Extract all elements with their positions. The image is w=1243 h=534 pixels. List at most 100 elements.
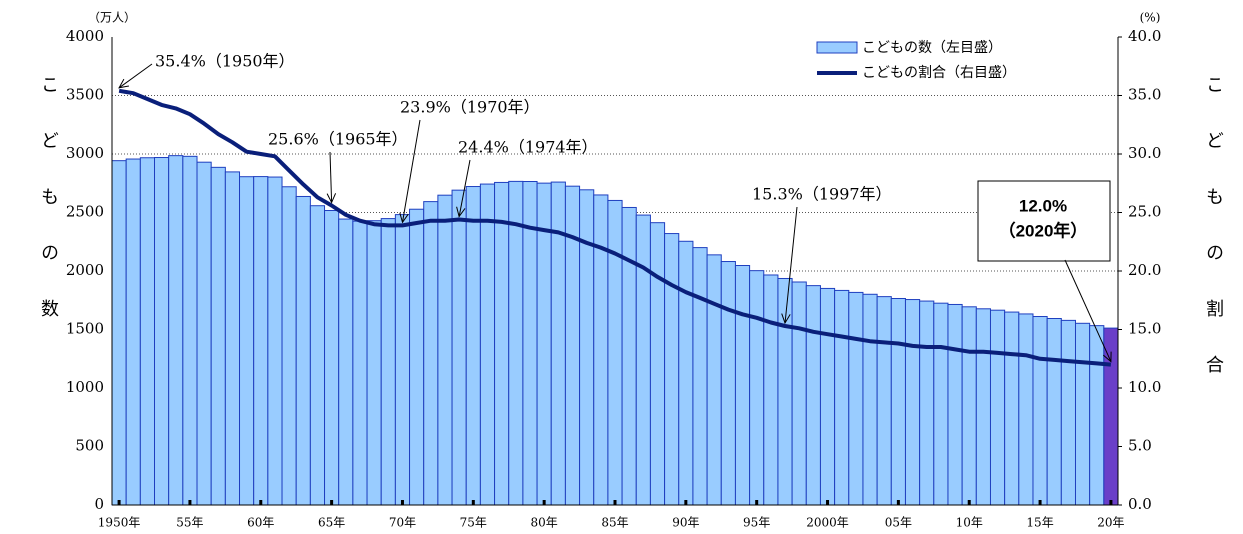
bar xyxy=(253,176,269,506)
x-tick-label: 75年 xyxy=(460,516,487,530)
y2-tick-label: 30.0 xyxy=(1128,144,1161,162)
bar xyxy=(989,309,1006,506)
bar xyxy=(975,308,991,506)
annotation: 15.3%（1997年） xyxy=(752,185,892,204)
y2-unit: (%) xyxy=(1140,11,1161,25)
bar xyxy=(777,277,793,506)
bar xyxy=(451,189,467,506)
bar xyxy=(862,293,878,506)
bar xyxy=(352,220,368,506)
y2-tick-label: 0.0 xyxy=(1128,495,1152,513)
bar xyxy=(805,285,821,506)
x-tick-label: 55年 xyxy=(176,516,203,530)
bar xyxy=(224,171,241,506)
bar xyxy=(890,297,906,506)
bar xyxy=(309,205,326,506)
x-tick-label: 70年 xyxy=(389,516,416,530)
bar xyxy=(423,201,439,506)
x-tick-label: 20年 xyxy=(1097,516,1124,530)
annotation-arrowhead xyxy=(1102,351,1112,363)
y2-tick-label: 10.0 xyxy=(1128,378,1161,396)
annotation-arrow xyxy=(118,63,153,89)
bar xyxy=(947,303,963,506)
bar xyxy=(295,195,311,506)
y-tick-label: 3000 xyxy=(66,144,104,162)
x-tick-label: 80年 xyxy=(531,516,558,530)
bar xyxy=(593,194,609,506)
bar xyxy=(154,157,170,506)
bar xyxy=(494,181,510,506)
bar xyxy=(961,306,977,506)
annotation-arrowhead xyxy=(326,193,337,204)
x-tick-label: 10年 xyxy=(956,516,983,530)
bar xyxy=(649,222,666,506)
bar xyxy=(664,233,680,506)
bar xyxy=(1018,313,1034,506)
bar xyxy=(182,155,198,506)
bar xyxy=(125,158,141,506)
x-tick-label: 60年 xyxy=(247,516,274,530)
bar xyxy=(720,261,736,506)
x-tick-label: 2000年 xyxy=(806,516,849,530)
bar xyxy=(196,161,212,506)
y2-tick-label: 20.0 xyxy=(1128,261,1161,279)
annotation-arrowhead xyxy=(118,78,129,89)
bar xyxy=(1089,325,1105,506)
annotation-arrowhead xyxy=(399,212,409,224)
y-title: こどもの数 xyxy=(38,75,59,355)
x-tick-label: 90年 xyxy=(672,516,699,530)
bar xyxy=(876,296,892,506)
bar xyxy=(1046,318,1062,506)
y-tick-label: 2500 xyxy=(66,203,104,221)
y2-tick-label: 15.0 xyxy=(1128,320,1161,338)
bar xyxy=(678,240,694,506)
legend-label: こどもの割合（右目盛） xyxy=(862,64,1016,81)
bar xyxy=(409,208,425,506)
bar xyxy=(579,189,595,506)
annotation: 25.6%（1965年） xyxy=(268,130,408,149)
y-tick-label: 0 xyxy=(94,495,104,513)
bar xyxy=(1060,319,1076,506)
y-tick-label: 3500 xyxy=(66,86,104,104)
bar xyxy=(111,160,127,506)
bar xyxy=(139,157,156,506)
annotation: 35.4%（1950年） xyxy=(155,52,295,71)
bar xyxy=(324,210,340,506)
y-tick-label: 2000 xyxy=(66,261,104,279)
bar xyxy=(281,186,297,506)
bar xyxy=(791,281,807,506)
annotation-arrowhead xyxy=(781,313,791,325)
x-tick-label: 05年 xyxy=(885,516,912,530)
bar xyxy=(834,289,850,506)
annotation-arrow xyxy=(1064,259,1112,362)
x-tick-label: 65年 xyxy=(318,516,345,530)
annotation-arrow xyxy=(329,151,333,203)
annotation-arrow xyxy=(401,119,421,223)
bar xyxy=(706,254,722,506)
ratio-line xyxy=(118,88,1112,367)
bar xyxy=(1032,316,1048,506)
bar xyxy=(819,287,836,506)
bar xyxy=(763,274,779,506)
bar xyxy=(933,302,949,506)
bar xyxy=(635,214,651,506)
annotation-arrow xyxy=(458,159,471,217)
annotation: 12.0% xyxy=(1019,196,1067,215)
y-tick-label: 500 xyxy=(75,437,104,455)
y2-title: こどもの割合 xyxy=(1203,75,1224,411)
bar xyxy=(437,194,453,506)
bar xyxy=(338,218,354,506)
y-tick-label: 1500 xyxy=(66,320,104,338)
annotation: 23.9%（1970年） xyxy=(400,98,540,117)
annotation: 24.4%（1974年） xyxy=(458,138,598,157)
x-tick-label: 85年 xyxy=(601,516,628,530)
y2-tick-label: 5.0 xyxy=(1128,437,1152,455)
bar xyxy=(210,166,226,506)
bar xyxy=(848,291,864,506)
bar xyxy=(1004,311,1020,506)
annotation-box xyxy=(977,180,1111,262)
bar xyxy=(607,199,623,506)
x-tick-label: 1950年 xyxy=(98,516,141,530)
